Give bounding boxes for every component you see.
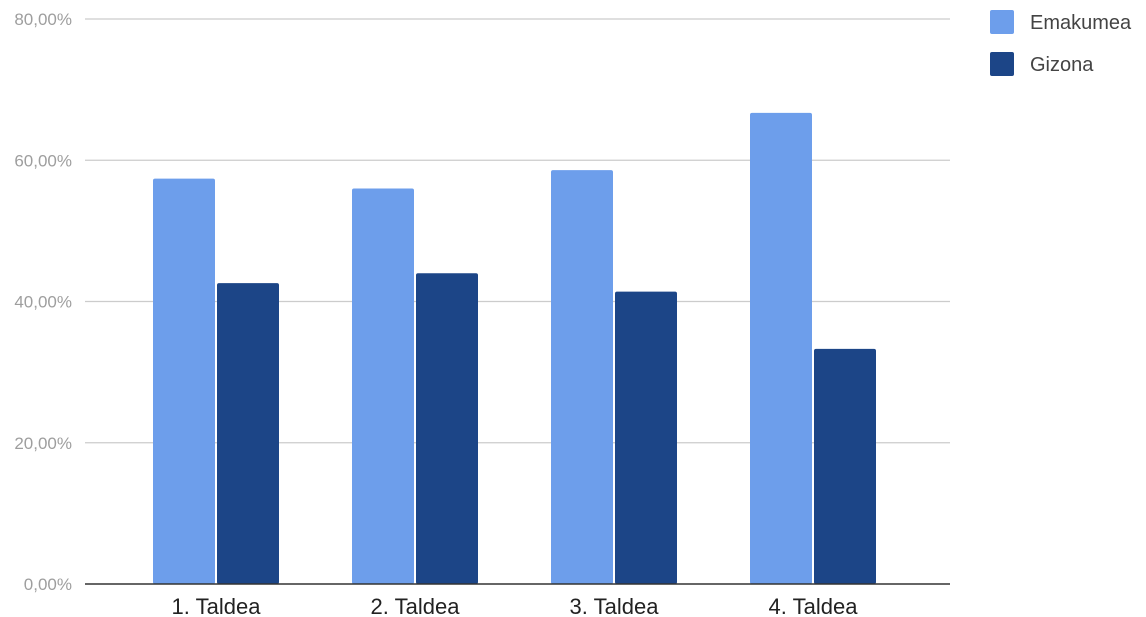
legend-swatch	[990, 52, 1014, 76]
x-category-label: 1. Taldea	[172, 594, 262, 617]
y-tick-label: 80,00%	[14, 10, 72, 29]
bar-emakumea-4	[750, 112, 812, 585]
x-axis-category-labels: 1. Taldea 2. Taldea 3. Taldea 4. Taldea	[172, 594, 859, 617]
y-axis-tick-labels: 0,00% 20,00% 40,00% 60,00% 80,00%	[14, 10, 72, 594]
x-category-label: 3. Taldea	[570, 594, 660, 617]
bar-gizona-3	[615, 291, 677, 584]
bar-emakumea-3	[551, 170, 613, 584]
x-category-label: 4. Taldea	[769, 594, 859, 617]
legend-swatch	[990, 10, 1014, 34]
bar-gizona-1	[217, 283, 279, 584]
y-tick-label: 60,00%	[14, 151, 72, 170]
bar-emakumea-1	[153, 178, 215, 585]
x-category-label: 2. Taldea	[371, 594, 461, 617]
bar-emakumea-2	[352, 188, 414, 584]
legend-label: Gizona	[1030, 54, 1094, 76]
y-tick-label: 40,00%	[14, 293, 72, 312]
legend: Emakumea Gizona	[990, 10, 1132, 76]
bars	[153, 112, 876, 585]
y-tick-label: 0,00%	[24, 575, 72, 594]
legend-label: Emakumea	[1030, 12, 1132, 34]
y-tick-label: 20,00%	[14, 434, 72, 453]
bar-gizona-2	[416, 273, 478, 584]
bar-gizona-4	[814, 348, 876, 584]
